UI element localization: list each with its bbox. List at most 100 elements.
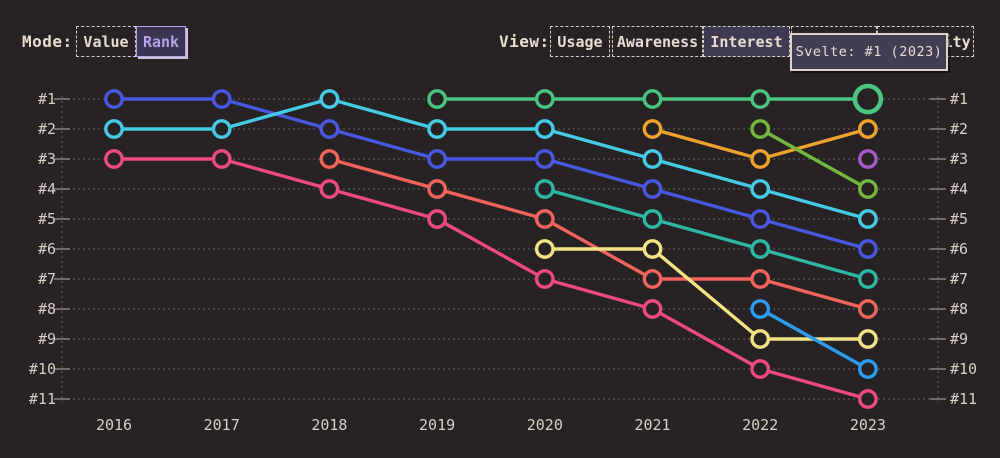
mode-option-rank[interactable]: Rank	[136, 26, 186, 57]
point-series-purple-2023[interactable]	[858, 149, 878, 169]
point-series-pink-2018[interactable]	[319, 179, 340, 199]
y-axis-label-right: #5	[950, 210, 968, 228]
tooltip: Svelte: #1 (2023)	[790, 33, 948, 71]
point-series-skyblue-2022[interactable]	[750, 299, 771, 319]
x-axis-label: 2016	[96, 416, 132, 434]
point-svelte-2021[interactable]	[642, 89, 663, 109]
view-label: View:	[499, 32, 550, 51]
y-axis-label-left: #2	[38, 120, 56, 138]
y-axis-label-right: #6	[950, 240, 968, 258]
point-svelte-2020[interactable]	[534, 89, 555, 109]
point-series-cyan-2018[interactable]	[319, 89, 340, 109]
point-series-cyan-2019[interactable]	[427, 119, 447, 139]
y-axis-label-right: #8	[950, 300, 968, 318]
point-series-yellow-2020[interactable]	[534, 239, 555, 259]
view-option-usage[interactable]: Usage	[550, 26, 610, 57]
y-axis-label-right: #7	[950, 270, 968, 288]
point-series-coral-2020[interactable]	[534, 209, 555, 229]
point-series-coral-2022[interactable]	[750, 269, 771, 289]
point-series-indigo-2023[interactable]	[858, 239, 878, 259]
x-axis-label: 2020	[527, 416, 563, 434]
point-series-cyan-2016[interactable]	[104, 119, 124, 139]
y-axis-label-left: #11	[29, 390, 56, 408]
point-svelte-2023-highlighted[interactable]	[852, 83, 884, 115]
y-axis-label-right: #4	[950, 180, 968, 198]
y-axis-label-right: #1	[950, 90, 968, 108]
point-series-indigo-2021[interactable]	[642, 179, 663, 199]
x-axis-label: 2017	[204, 416, 240, 434]
point-series-cyan-2023[interactable]	[858, 209, 878, 229]
line-series-teal	[543, 187, 870, 281]
point-series-cyan-2017[interactable]	[211, 119, 232, 139]
point-series-teal-2023[interactable]	[858, 269, 878, 289]
y-axis-label-right: #10	[950, 360, 977, 378]
line-series-pink	[112, 157, 870, 401]
x-axis-label: 2021	[634, 416, 670, 434]
point-series-skyblue-2023[interactable]	[858, 359, 878, 379]
y-axis-label-right: #2	[950, 120, 968, 138]
point-series-coral-2021[interactable]	[642, 269, 663, 289]
mode-option-value[interactable]: Value	[76, 26, 136, 57]
point-series-yellow-2021[interactable]	[642, 239, 663, 259]
point-series-coral-2019[interactable]	[427, 179, 447, 199]
view-option-interest[interactable]: Interest	[703, 26, 790, 57]
point-series-pink-2016[interactable]	[104, 149, 124, 169]
x-axis-labels: 2016 2017 2018 2019 2020 2021 2022 2023	[96, 416, 886, 434]
point-series-pink-2017[interactable]	[211, 149, 232, 169]
point-series-cyan-2020[interactable]	[534, 119, 555, 139]
point-series-indigo-2022[interactable]	[750, 209, 771, 229]
x-axis-label: 2022	[742, 416, 778, 434]
point-series-pink-2022[interactable]	[750, 359, 771, 379]
point-series-cyan-2022[interactable]	[750, 179, 771, 199]
point-series-teal-2021[interactable]	[642, 209, 663, 229]
point-series-indigo-2016[interactable]	[104, 89, 124, 109]
series-points	[104, 83, 884, 409]
point-series-indigo-2017[interactable]	[211, 89, 232, 109]
point-series-pink-2023[interactable]	[858, 389, 878, 409]
point-series-olive-2023[interactable]	[858, 179, 878, 199]
y-axis-label-right: #11	[950, 390, 977, 408]
point-series-orange-2021[interactable]	[642, 119, 663, 139]
series-lines	[112, 97, 870, 401]
point-svelte-2019[interactable]	[427, 89, 447, 109]
point-series-pink-2021[interactable]	[642, 299, 663, 319]
line-series-olive	[758, 127, 870, 191]
point-series-cyan-2021[interactable]	[642, 149, 663, 169]
point-series-indigo-2018[interactable]	[319, 119, 340, 139]
point-series-pink-2019[interactable]	[427, 209, 447, 229]
point-series-coral-2023[interactable]	[858, 299, 878, 319]
y-axis-label-left: #7	[38, 270, 56, 288]
point-series-indigo-2019[interactable]	[427, 149, 447, 169]
y-axis-label-left: #6	[38, 240, 56, 258]
view-option-awareness[interactable]: Awareness	[612, 26, 703, 57]
point-series-coral-2018[interactable]	[319, 149, 340, 169]
line-series-skyblue	[758, 307, 870, 371]
y-axis-label-left: #10	[29, 360, 56, 378]
point-series-teal-2020[interactable]	[534, 179, 555, 199]
point-series-teal-2022[interactable]	[750, 239, 771, 259]
point-series-pink-2020[interactable]	[534, 269, 555, 289]
y-axis-label-right: #9	[950, 330, 968, 348]
point-series-indigo-2020[interactable]	[534, 149, 555, 169]
x-axis-label: 2023	[850, 416, 886, 434]
y-axis-label-right: #3	[950, 150, 968, 168]
point-svelte-2022[interactable]	[750, 89, 771, 109]
point-series-olive-2022[interactable]	[750, 119, 771, 139]
line-series-cyan	[112, 97, 870, 221]
x-axis-label: 2018	[311, 416, 347, 434]
point-series-yellow-2022[interactable]	[750, 329, 771, 349]
y-axis-label-left: #1	[38, 90, 56, 108]
point-series-orange-2023[interactable]	[858, 119, 878, 139]
y-axis-label-left: #4	[38, 180, 56, 198]
mode-label: Mode:	[22, 32, 73, 51]
line-series-indigo	[112, 97, 870, 251]
line-series-coral	[327, 157, 870, 311]
y-axis-label-left: #3	[38, 150, 56, 168]
x-axis-label: 2019	[419, 416, 455, 434]
point-series-yellow-2023[interactable]	[858, 329, 878, 349]
y-axis-label-left: #9	[38, 330, 56, 348]
point-series-orange-2022[interactable]	[750, 149, 771, 169]
tooltip-text: Svelte: #1 (2023)	[795, 44, 943, 60]
